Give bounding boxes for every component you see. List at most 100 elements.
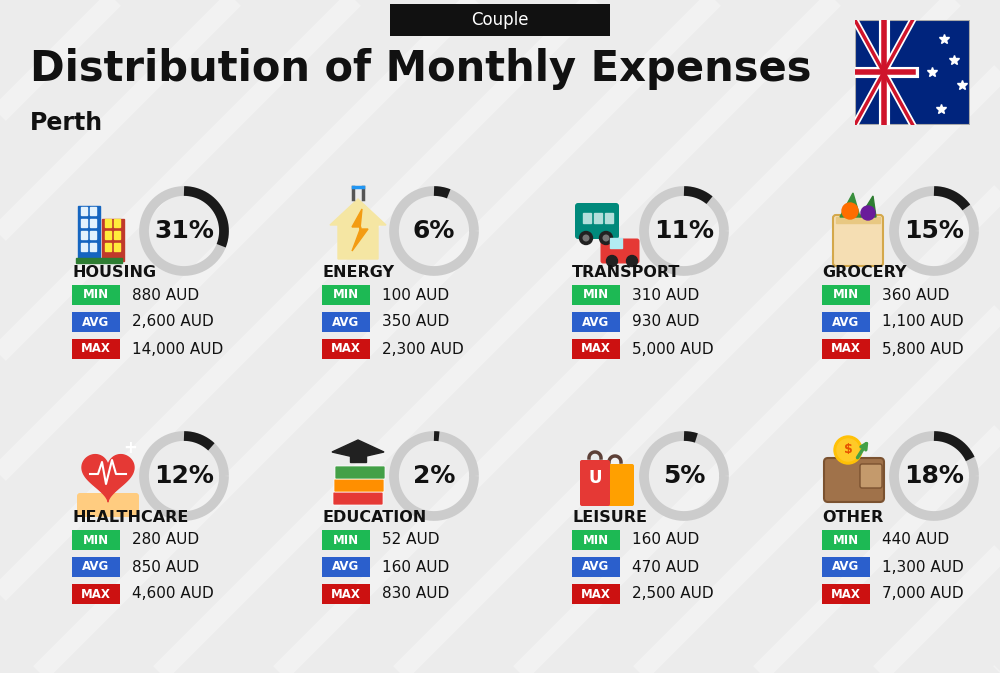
Circle shape [834, 436, 862, 464]
FancyBboxPatch shape [390, 4, 610, 36]
Bar [81, 219, 87, 227]
FancyBboxPatch shape [572, 530, 620, 550]
FancyBboxPatch shape [322, 339, 370, 359]
FancyBboxPatch shape [322, 530, 370, 550]
Text: 4,600 AUD: 4,600 AUD [132, 586, 214, 602]
Circle shape [626, 256, 638, 267]
Text: 880 AUD: 880 AUD [132, 287, 199, 302]
Text: AVG: AVG [82, 316, 110, 328]
FancyBboxPatch shape [600, 238, 640, 264]
Text: MIN: MIN [833, 289, 859, 302]
Text: EDUCATION: EDUCATION [322, 510, 426, 525]
FancyBboxPatch shape [822, 557, 870, 577]
Bar [90, 219, 96, 227]
Polygon shape [330, 199, 386, 259]
Text: $: $ [844, 444, 852, 456]
Text: MIN: MIN [83, 289, 109, 302]
Polygon shape [860, 196, 876, 217]
Text: AVG: AVG [332, 561, 360, 573]
Text: 2,600 AUD: 2,600 AUD [132, 314, 214, 330]
Text: 350 AUD: 350 AUD [382, 314, 449, 330]
Text: 2,300 AUD: 2,300 AUD [382, 341, 464, 357]
Polygon shape [82, 455, 134, 501]
Polygon shape [352, 209, 368, 251]
Bar [81, 207, 87, 215]
FancyBboxPatch shape [72, 339, 120, 359]
Text: ENERGY: ENERGY [322, 265, 394, 280]
Bar [594, 213, 602, 223]
FancyBboxPatch shape [72, 285, 120, 305]
FancyBboxPatch shape [572, 312, 620, 332]
Bar [105, 219, 111, 227]
Bar [76, 258, 122, 263]
FancyBboxPatch shape [822, 312, 870, 332]
Polygon shape [332, 440, 384, 458]
Text: 5%: 5% [663, 464, 705, 488]
Circle shape [603, 235, 609, 241]
Text: MAX: MAX [331, 588, 361, 600]
Text: 12%: 12% [154, 464, 214, 488]
Text: 2,500 AUD: 2,500 AUD [632, 586, 714, 602]
Text: 52 AUD: 52 AUD [382, 532, 440, 548]
FancyBboxPatch shape [572, 584, 620, 604]
Bar [605, 213, 613, 223]
FancyBboxPatch shape [322, 557, 370, 577]
Text: 310 AUD: 310 AUD [632, 287, 699, 302]
Text: 6%: 6% [413, 219, 455, 243]
Bar [114, 243, 120, 251]
Text: 5,800 AUD: 5,800 AUD [882, 341, 964, 357]
FancyBboxPatch shape [822, 584, 870, 604]
FancyBboxPatch shape [572, 339, 620, 359]
Text: AVG: AVG [582, 316, 610, 328]
Bar [350, 452, 366, 462]
Text: 280 AUD: 280 AUD [132, 532, 199, 548]
Text: MAX: MAX [831, 343, 861, 355]
FancyBboxPatch shape [833, 215, 883, 266]
Text: 440 AUD: 440 AUD [882, 532, 949, 548]
Bar [105, 231, 111, 239]
Text: AVG: AVG [332, 316, 360, 328]
Text: MIN: MIN [833, 534, 859, 546]
FancyBboxPatch shape [822, 285, 870, 305]
FancyBboxPatch shape [333, 492, 383, 505]
Circle shape [580, 232, 592, 244]
Bar [114, 231, 120, 239]
Bar [81, 231, 87, 239]
Text: 160 AUD: 160 AUD [382, 559, 449, 575]
FancyBboxPatch shape [72, 312, 120, 332]
Circle shape [842, 203, 858, 219]
Text: Perth: Perth [30, 111, 103, 135]
Text: AVG: AVG [832, 316, 860, 328]
Bar [610, 238, 622, 248]
Text: 18%: 18% [904, 464, 964, 488]
FancyBboxPatch shape [572, 557, 620, 577]
Bar [90, 243, 96, 251]
Text: 11%: 11% [654, 219, 714, 243]
Bar [81, 243, 87, 251]
Text: LEISURE: LEISURE [572, 510, 647, 525]
FancyBboxPatch shape [72, 557, 120, 577]
Text: TRANSPORT: TRANSPORT [572, 265, 680, 280]
Text: 1,300 AUD: 1,300 AUD [882, 559, 964, 575]
Bar [78, 206, 100, 261]
Text: 14,000 AUD: 14,000 AUD [132, 341, 223, 357]
FancyBboxPatch shape [72, 530, 120, 550]
Bar [90, 231, 96, 239]
Text: 1,100 AUD: 1,100 AUD [882, 314, 964, 330]
Bar [102, 219, 124, 261]
Circle shape [583, 235, 589, 241]
FancyBboxPatch shape [855, 20, 970, 125]
Text: OTHER: OTHER [822, 510, 883, 525]
Text: HEALTHCARE: HEALTHCARE [72, 510, 188, 525]
Text: 830 AUD: 830 AUD [382, 586, 449, 602]
FancyBboxPatch shape [580, 460, 610, 506]
Bar [583, 213, 591, 223]
Text: GROCERY: GROCERY [822, 265, 907, 280]
Text: AVG: AVG [582, 561, 610, 573]
Bar [90, 207, 96, 215]
FancyBboxPatch shape [334, 479, 384, 492]
FancyBboxPatch shape [77, 493, 139, 517]
Text: Couple: Couple [471, 11, 529, 29]
Bar [114, 219, 120, 227]
Text: MAX: MAX [581, 588, 611, 600]
